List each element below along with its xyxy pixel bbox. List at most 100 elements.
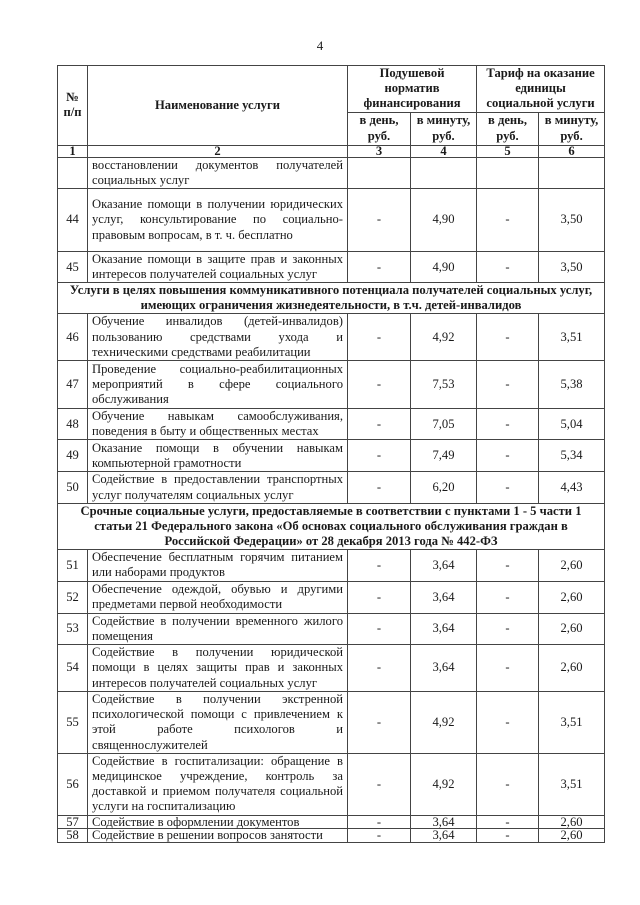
section-title: Срочные социальные услуги, предоставляем…: [56, 502, 606, 550]
service-name: Оказание помощи в обучении навыкам компь…: [87, 439, 348, 473]
funding-per-minute: 3,64: [409, 827, 478, 843]
table-row: 45 Оказание помощи в защите прав и закон…: [57, 251, 606, 284]
header-funding-norm: Подушевой норматив финансирования: [346, 65, 478, 113]
table-row: 53 Содействие в получении временного жил…: [57, 612, 606, 646]
tariff-per-minute: 4,43: [538, 471, 606, 504]
tariff-per-minute: 2,60: [538, 644, 606, 692]
funding-per-minute: 6,20: [409, 471, 478, 504]
header-tariff-per-minute: в минуту, руб.: [538, 111, 606, 146]
tariff-per-day: -: [476, 690, 540, 754]
funding-per-day: -: [347, 471, 411, 504]
header-funding-per-minute: в минуту, руб.: [409, 111, 478, 146]
table-row: 58 Содействие в решении вопросов занятос…: [57, 827, 606, 843]
tariff-per-day: -: [476, 408, 540, 441]
tariff-per-day: -: [476, 439, 540, 473]
tariff-per-day: -: [476, 188, 540, 253]
tariff-per-day: -: [476, 814, 540, 829]
header-tariff: Тариф на оказание единицы социальной усл…: [476, 65, 606, 113]
funding-per-day: -: [347, 827, 411, 843]
row-number: 48: [57, 408, 88, 441]
funding-per-minute: 7,53: [409, 360, 478, 410]
tariff-per-minute: 2,60: [538, 580, 606, 614]
funding-per-day: -: [347, 548, 411, 582]
funding-per-day: -: [347, 814, 411, 829]
tariff-per-day: -: [476, 644, 540, 692]
tariff-per-day: -: [476, 612, 540, 646]
funding-per-minute: 3,64: [409, 612, 478, 646]
row-number: 56: [57, 752, 88, 816]
funding-per-day: -: [347, 313, 411, 362]
tariff-per-day: -: [476, 251, 540, 284]
row-number: 49: [57, 439, 88, 473]
funding-per-day: -: [347, 752, 411, 816]
row-number: 57: [57, 814, 88, 829]
section-header-row: Услуги в целях повышения коммуникативног…: [56, 282, 606, 315]
tariff-per-minute: 3,51: [538, 313, 606, 362]
table-row: 52 Обеспечение одеждой, обувью и другими…: [57, 580, 606, 614]
table-row: 55 Содействие в получении экстренной пси…: [57, 690, 606, 754]
table-row: 47 Проведение социально-реабилитационных…: [57, 360, 606, 410]
services-tariff-table: № п/п Наименование услуги Подушевой норм…: [56, 65, 606, 843]
service-name: Обеспечение одеждой, обувью и другими пр…: [87, 580, 348, 614]
row-number: 55: [57, 690, 88, 754]
column-number: 5: [476, 144, 540, 158]
service-name: Проведение социально-реабилитационных ме…: [87, 360, 348, 410]
service-name: Содействие в получении юридической помощ…: [87, 644, 348, 692]
funding-per-minute: 4,90: [409, 251, 478, 284]
tariff-per-minute: 3,51: [538, 690, 606, 754]
row-number: 54: [57, 644, 88, 692]
table-row: восстановлении документов получателей со…: [57, 156, 606, 190]
service-name: Оказание помощи в защите прав и законных…: [87, 251, 348, 284]
table-row: 54 Содействие в получении юридической по…: [57, 644, 606, 692]
tariff-per-day: -: [476, 360, 540, 410]
row-number: 44: [57, 188, 88, 253]
tariff-per-minute: 2,60: [538, 827, 606, 843]
tariff-per-day: -: [476, 580, 540, 614]
row-number: [57, 156, 88, 190]
tariff-per-minute: 2,60: [538, 814, 606, 829]
column-number: 1: [57, 144, 88, 158]
funding-per-day: -: [347, 251, 411, 284]
service-name: Обучение инвалидов (детей-инвалидов) пол…: [87, 313, 348, 362]
table-row: 46 Обучение инвалидов (детей-инвалидов) …: [57, 313, 606, 362]
table-row: 44 Оказание помощи в получении юридическ…: [57, 188, 606, 253]
tariff-per-day: -: [476, 313, 540, 362]
column-number: 2: [87, 144, 348, 158]
header-funding-per-day: в день, руб.: [347, 111, 411, 146]
funding-per-day: -: [347, 644, 411, 692]
row-number: 58: [57, 827, 88, 843]
tariff-per-day: -: [476, 548, 540, 582]
tariff-per-minute: 3,50: [538, 188, 606, 253]
service-name: Содействие в госпитализации: обращение в…: [87, 752, 348, 816]
column-number: 4: [409, 144, 478, 158]
tariff-per-minute: 5,38: [538, 360, 606, 410]
table-row: 48 Обучение навыкам самообслуживания, по…: [57, 408, 606, 441]
funding-per-day: -: [347, 188, 411, 253]
funding-per-minute: 7,49: [409, 439, 478, 473]
service-name: Содействие в предоставлении транспортных…: [87, 471, 348, 504]
tariff-per-day: [476, 156, 540, 190]
row-number: 52: [57, 580, 88, 614]
tariff-per-minute: 3,51: [538, 752, 606, 816]
tariff-per-minute: [538, 156, 606, 190]
funding-per-minute: 4,90: [409, 188, 478, 253]
section-title: Услуги в целях повышения коммуникативног…: [56, 282, 606, 315]
row-number: 51: [57, 548, 88, 582]
funding-per-day: [347, 156, 411, 190]
tariff-per-minute: 5,34: [538, 439, 606, 473]
page-number: 4: [316, 38, 324, 53]
row-number: 46: [57, 313, 88, 362]
funding-per-minute: 3,64: [409, 814, 478, 829]
service-name: Содействие в решении вопросов занятости: [87, 827, 348, 843]
service-name: Обучение навыкам самообслуживания, повед…: [87, 408, 348, 441]
tariff-per-minute: 2,60: [538, 548, 606, 582]
funding-per-minute: 4,92: [409, 313, 478, 362]
column-number: 6: [538, 144, 606, 158]
row-number: 53: [57, 612, 88, 646]
table-row: 56 Содействие в госпитализации: обращени…: [57, 752, 606, 816]
funding-per-minute: 3,64: [409, 580, 478, 614]
service-name: Оказание помощи в получении юридических …: [87, 188, 348, 253]
funding-per-day: -: [347, 612, 411, 646]
funding-per-minute: 3,64: [409, 548, 478, 582]
service-name: Обеспечение бесплатным горячим питанием …: [87, 548, 348, 582]
